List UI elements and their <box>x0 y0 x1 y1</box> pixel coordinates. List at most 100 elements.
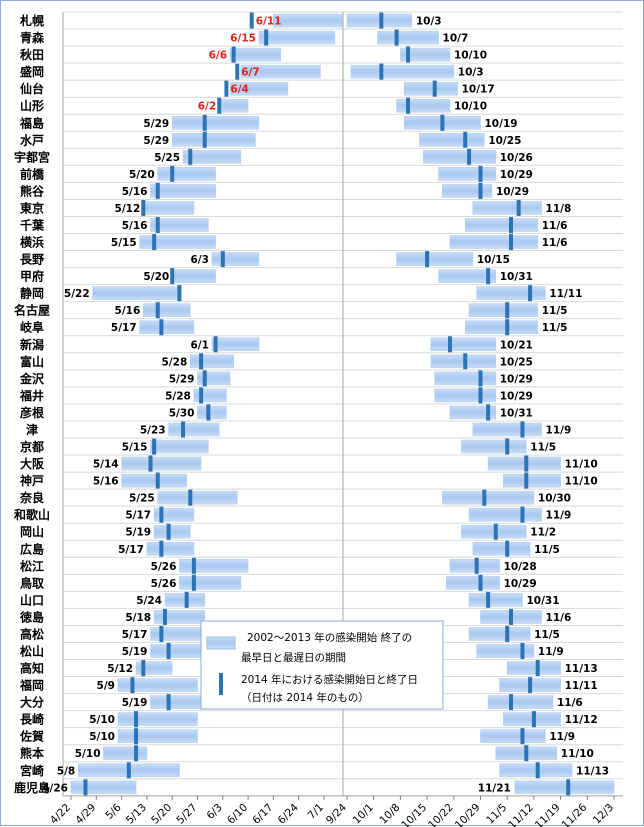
start-range-bar <box>150 695 206 709</box>
end-2014-label: 11/5 <box>542 322 568 334</box>
end-2014-label: 10/3 <box>458 67 484 79</box>
start-2014-label: 6/11 <box>256 16 282 28</box>
city-label: 高松 <box>20 626 44 641</box>
end-2014-marker <box>528 677 533 694</box>
end-2014-marker <box>482 489 487 506</box>
start-2014-label: 6/6 <box>209 50 227 62</box>
start-2014-marker <box>83 779 88 796</box>
start-range-bar <box>117 729 198 744</box>
left-axis-tick-label: 4/29 <box>73 801 98 826</box>
legend-marker-line1: 2014 年における感染開始日と終了日 <box>241 673 418 686</box>
end-2014-marker <box>478 165 483 182</box>
city-label: 和歌山 <box>13 507 50 522</box>
end-2014-label: 10/31 <box>526 595 559 607</box>
end-range-bar <box>400 47 451 62</box>
end-2014-marker <box>524 745 529 762</box>
start-2014-label: 5/30 <box>169 407 195 419</box>
start-2014-marker <box>155 302 160 319</box>
start-2014-marker <box>231 46 236 63</box>
city-label: 金沢 <box>19 371 45 386</box>
start-2014-marker <box>162 608 167 625</box>
start-range-bar <box>273 13 343 28</box>
start-2014-label: 6/2 <box>198 101 216 113</box>
start-2014-marker <box>184 591 189 608</box>
start-2014-marker <box>159 625 164 642</box>
end-2014-marker <box>509 234 514 251</box>
end-2014-marker <box>535 762 540 779</box>
end-2014-label: 10/15 <box>477 254 510 266</box>
end-2014-marker <box>493 523 498 540</box>
start-range-bar <box>150 627 202 641</box>
end-range-bar <box>506 661 561 675</box>
start-range-bar <box>150 218 209 232</box>
start-2014-marker <box>166 523 171 540</box>
end-range-bar <box>438 269 497 283</box>
end-2014-label: 10/30 <box>538 493 571 505</box>
end-2014-marker <box>524 455 529 472</box>
start-2014-label: 5/29 <box>143 118 169 130</box>
end-range-bar <box>419 133 485 147</box>
start-2014-label: 5/15 <box>122 442 148 454</box>
end-2014-marker <box>447 336 452 353</box>
end-2014-marker <box>394 29 399 46</box>
end-range-bar <box>468 303 539 318</box>
start-2014-marker <box>134 745 139 762</box>
start-2014-label: 5/23 <box>140 424 166 436</box>
city-label: 鳥取 <box>20 575 44 590</box>
end-2014-label: 11/12 <box>565 714 598 726</box>
start-range-bar <box>150 644 202 658</box>
end-2014-label: 11/9 <box>538 646 564 658</box>
start-range-bar <box>211 337 260 352</box>
start-range-bar <box>150 439 209 454</box>
end-2014-label: 10/17 <box>462 84 495 96</box>
x-axis: 4/22 4/29 5/6 5/13 5/20 5/27 6/3 6/10 6/17 6/24 7/… <box>48 795 616 827</box>
start-2014-label: 6/4 <box>230 84 248 96</box>
start-range-bar <box>197 405 227 420</box>
end-2014-label: 11/6 <box>542 220 568 232</box>
end-2014-label: 11/9 <box>546 424 572 436</box>
left-axis-tick-label: 6/24 <box>276 801 301 826</box>
end-2014-label: 11/9 <box>546 510 572 522</box>
end-2014-label: 11/5 <box>530 442 556 454</box>
end-2014-label: 10/3 <box>416 16 442 28</box>
end-range-bar <box>468 593 523 607</box>
start-range-bar <box>121 456 202 471</box>
city-label: 京都 <box>20 439 44 454</box>
end-2014-label: 11/13 <box>576 765 609 777</box>
city-label: 徳島 <box>19 609 44 624</box>
city-label: 神戸 <box>20 473 44 488</box>
city-label: 長崎 <box>20 712 44 727</box>
start-2014-label: 5/17 <box>122 629 148 641</box>
end-2014-marker <box>528 285 533 302</box>
start-range-bar <box>240 64 321 79</box>
start-2014-marker <box>264 29 269 46</box>
start-2014-marker <box>202 370 207 387</box>
start-2014-marker <box>134 711 139 728</box>
end-range-bar <box>434 388 497 403</box>
end-2014-marker <box>566 779 571 796</box>
start-2014-label: 5/28 <box>162 356 188 368</box>
end-range-bar <box>468 627 531 641</box>
start-2014-label: 5/17 <box>118 544 144 556</box>
end-2014-marker <box>486 591 491 608</box>
city-label: 甲府 <box>20 269 44 284</box>
start-range-bar <box>146 541 195 556</box>
start-2014-marker <box>202 131 207 148</box>
start-2014-label: 5/22 <box>64 288 90 300</box>
end-2014-marker <box>467 148 472 165</box>
end-2014-label: 11/5 <box>534 629 560 641</box>
end-range-bar <box>434 371 497 386</box>
start-2014-marker <box>159 319 164 336</box>
city-label: 仙台 <box>20 81 44 96</box>
start-range-bar <box>193 388 227 403</box>
start-2014-marker <box>170 268 175 285</box>
city-label: 東京 <box>20 200 44 215</box>
start-range-bar <box>70 780 137 795</box>
end-2014-marker <box>505 438 510 455</box>
start-range-bar <box>182 150 242 164</box>
start-range-bar <box>142 201 195 215</box>
start-range-bar <box>139 320 195 335</box>
end-2014-marker <box>379 63 384 80</box>
end-range-bar <box>480 729 546 744</box>
